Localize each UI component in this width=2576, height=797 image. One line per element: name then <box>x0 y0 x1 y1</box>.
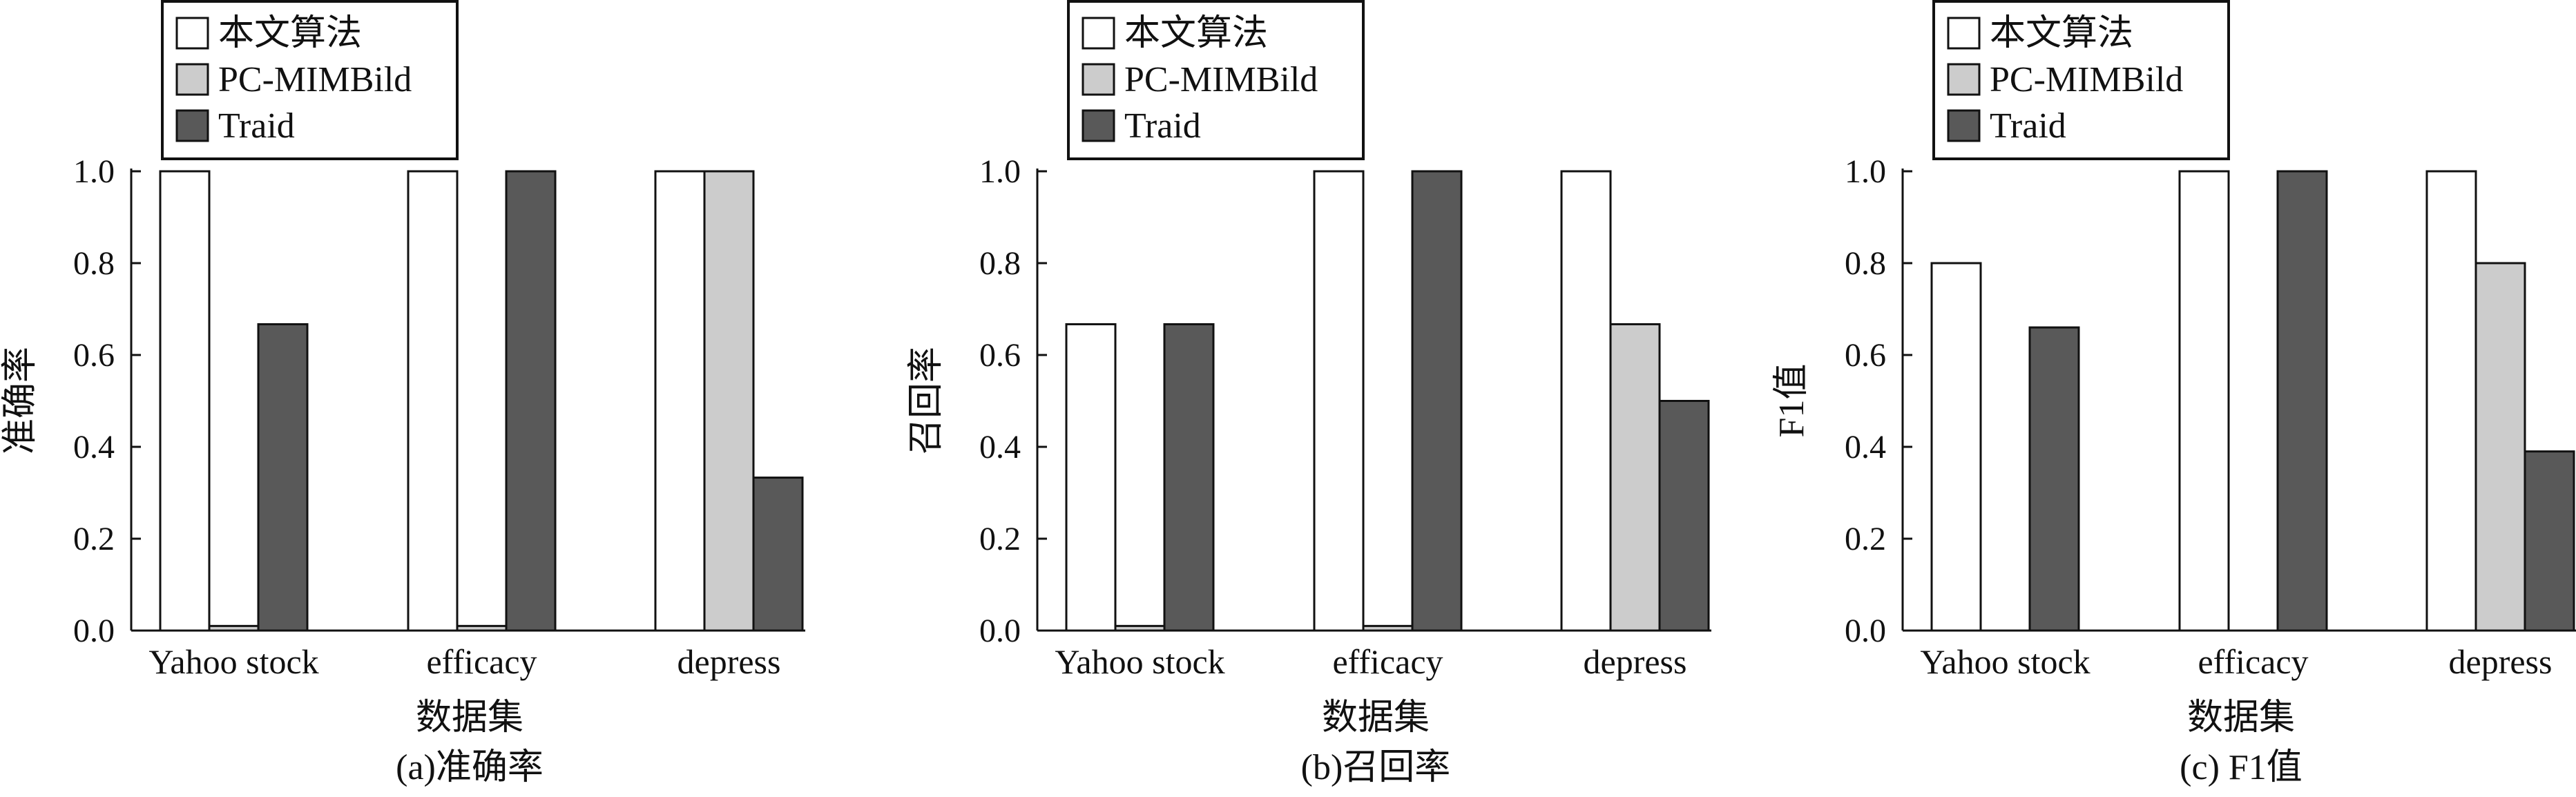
x-category-label: depress <box>677 642 781 681</box>
y-tick-label: 0.8 <box>1845 245 1886 282</box>
bar-3-depress <box>752 477 804 632</box>
legend-label: 本文算法 <box>1990 14 2133 53</box>
bar-3-yahoo-stock <box>257 323 309 632</box>
y-tick-label: 0.6 <box>1845 337 1886 374</box>
y-tick-label: 0.4 <box>979 429 1021 465</box>
legend-label: Traid <box>1990 106 2066 146</box>
bar-3-yahoo-stock <box>2028 326 2080 632</box>
bar-1-yahoo-stock <box>1930 262 1982 632</box>
legend-swatch <box>1082 63 1115 96</box>
legend-label: 本文算法 <box>218 14 362 53</box>
bar-1-yahoo-stock <box>159 170 211 632</box>
bar-1-efficacy <box>407 170 459 632</box>
legend-label: Traid <box>218 106 295 146</box>
y-tick-label: 0.8 <box>73 245 115 282</box>
bar-1-depress <box>1560 170 1612 632</box>
panel-caption: (c) F1值 <box>2180 748 2303 787</box>
legend-swatch <box>1947 17 1981 50</box>
legend-label: PC-MIMBild <box>1124 60 1318 99</box>
y-axis-title: 召回率 <box>907 347 946 454</box>
y-axis-title: 准确率 <box>1 347 40 454</box>
legend-swatch <box>1082 17 1115 50</box>
bar-2-depress <box>2474 262 2526 632</box>
legend-label: PC-MIMBild <box>1990 60 2183 99</box>
x-category-label: depress <box>2449 642 2553 681</box>
bar-3-efficacy <box>2276 170 2328 632</box>
legend-label: 本文算法 <box>1124 14 1268 53</box>
y-tick-label: 1.0 <box>1845 153 1886 190</box>
y-tick-label: 0.2 <box>1845 521 1886 557</box>
legend: 本文算法 PC-MIMBild Traid <box>1067 0 1365 160</box>
bar-3-efficacy <box>505 170 557 632</box>
chart-panel-1: 0.0 0.2 0.4 0.6 0.8 1.0 Yahoo stock efficacy dep… <box>1 0 805 787</box>
chart-panel-3: 0.0 0.2 0.4 0.6 0.8 1.0 Yahoo stock efficacy dep… <box>1772 0 2576 787</box>
y-tick-label: 0.6 <box>979 337 1021 374</box>
y-tick-label: 0.0 <box>979 613 1021 649</box>
bar-3-depress <box>1658 400 1710 632</box>
chart-panel-2: 0.0 0.2 0.4 0.6 0.8 1.0 Yahoo stock efficacy dep… <box>907 0 1711 787</box>
bar-1-efficacy <box>1313 170 1365 632</box>
legend-swatch <box>1082 109 1115 142</box>
bar-3-yahoo-stock <box>1163 323 1215 632</box>
y-tick-label: 0.0 <box>1845 613 1886 649</box>
x-category-label: Yahoo stock <box>1920 642 2090 681</box>
x-axis-title: 数据集 <box>416 698 523 738</box>
bar-1-depress <box>2425 170 2477 632</box>
legend-swatch <box>1947 109 1981 142</box>
bar-1-efficacy <box>2178 170 2230 632</box>
y-tick-label: 0.4 <box>73 429 115 465</box>
panel-caption: (b)召回率 <box>1301 748 1451 787</box>
x-category-label: depress <box>1584 642 1687 681</box>
legend-label: Traid <box>1124 106 1201 146</box>
y-tick-label: 0.2 <box>73 521 115 557</box>
x-category-label: Yahoo stock <box>148 642 318 681</box>
y-tick-label: 0.2 <box>979 521 1021 557</box>
bar-1-yahoo-stock <box>1065 323 1117 632</box>
legend-swatch <box>175 109 209 142</box>
x-axis-title: 数据集 <box>1322 698 1430 738</box>
bar-1-depress <box>654 170 706 632</box>
y-tick-label: 0.6 <box>73 337 115 374</box>
x-axis-title: 数据集 <box>2187 698 2295 738</box>
legend-swatch <box>175 63 209 96</box>
legend-swatch <box>175 17 209 50</box>
bar-2-depress <box>703 170 755 632</box>
bar-3-depress <box>2524 450 2575 632</box>
x-category-label: efficacy <box>1332 642 1443 681</box>
legend-swatch <box>1947 63 1981 96</box>
legend-box <box>161 0 459 160</box>
bar-3-efficacy <box>1411 170 1463 632</box>
y-tick-label: 0.4 <box>1845 429 1886 465</box>
legend: 本文算法 PC-MIMBild Traid <box>1932 0 2230 160</box>
x-category-label: efficacy <box>426 642 537 681</box>
legend-box <box>1932 0 2230 160</box>
legend: 本文算法 PC-MIMBild Traid <box>161 0 459 160</box>
y-tick-label: 1.0 <box>979 153 1021 190</box>
legend-label: PC-MIMBild <box>218 60 412 99</box>
x-category-label: efficacy <box>2198 642 2308 681</box>
y-tick-label: 0.0 <box>73 613 115 649</box>
y-axis-title: F1值 <box>1772 364 1811 438</box>
panel-caption: (a)准确率 <box>396 748 544 787</box>
x-category-label: Yahoo stock <box>1055 642 1224 681</box>
bar-2-depress <box>1609 323 1661 632</box>
y-tick-label: 0.8 <box>979 245 1021 282</box>
legend-box <box>1067 0 1365 160</box>
y-tick-label: 1.0 <box>73 153 115 190</box>
